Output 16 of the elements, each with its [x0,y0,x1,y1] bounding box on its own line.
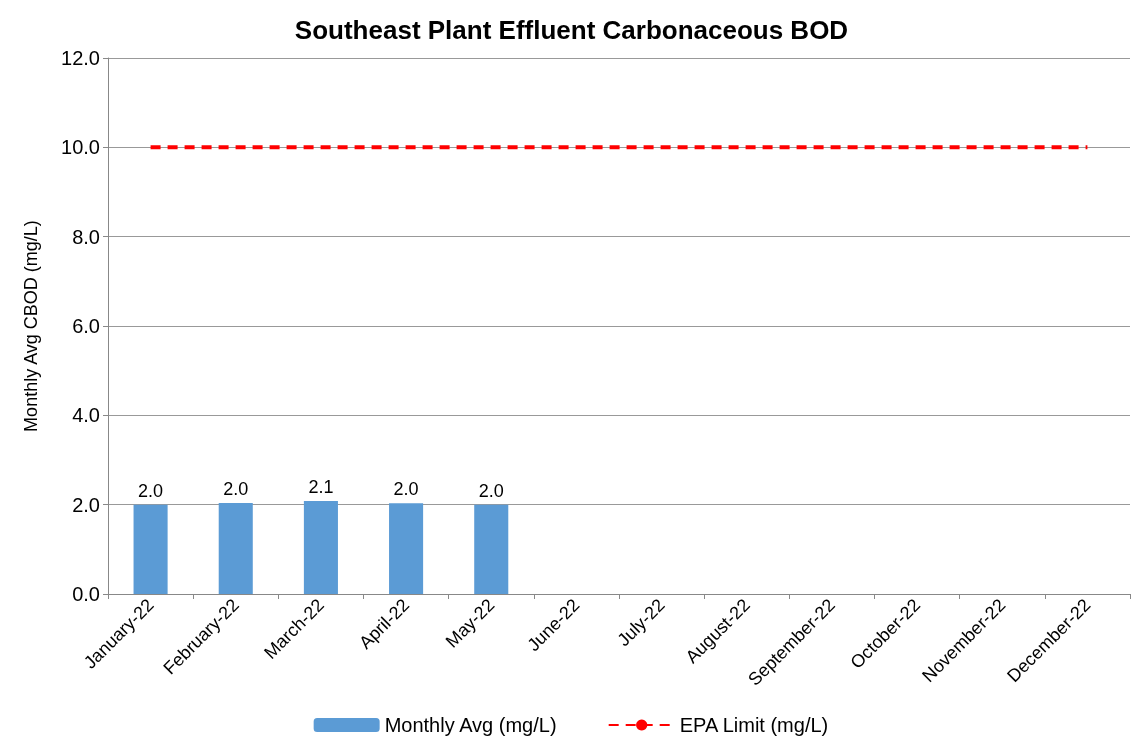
y-tick-label: 6.0 [72,315,100,337]
y-tick-label: 0.0 [72,583,100,605]
data-label: 2.1 [308,477,334,498]
chart-title: Southeast Plant Effluent Carbonaceous BOD [294,15,849,45]
y-tick-label: 12.0 [61,47,100,69]
y-tick-label: 8.0 [72,225,100,248]
y-tick-label: 2.0 [72,493,100,516]
legend-label: Monthly Avg (mg/L) [384,714,557,736]
data-label: 2.0 [478,480,504,501]
data-label: 2.0 [393,479,419,500]
y-axis-title: Monthly Avg CBOD (mg/L) [21,220,41,432]
y-tick-label: 4.0 [72,404,100,427]
y-tick-label: 10.0 [61,136,100,159]
data-label: 2.0 [223,478,249,499]
legend-label: EPA Limit (mg/L) [679,714,829,736]
data-label: 2.0 [138,480,164,501]
